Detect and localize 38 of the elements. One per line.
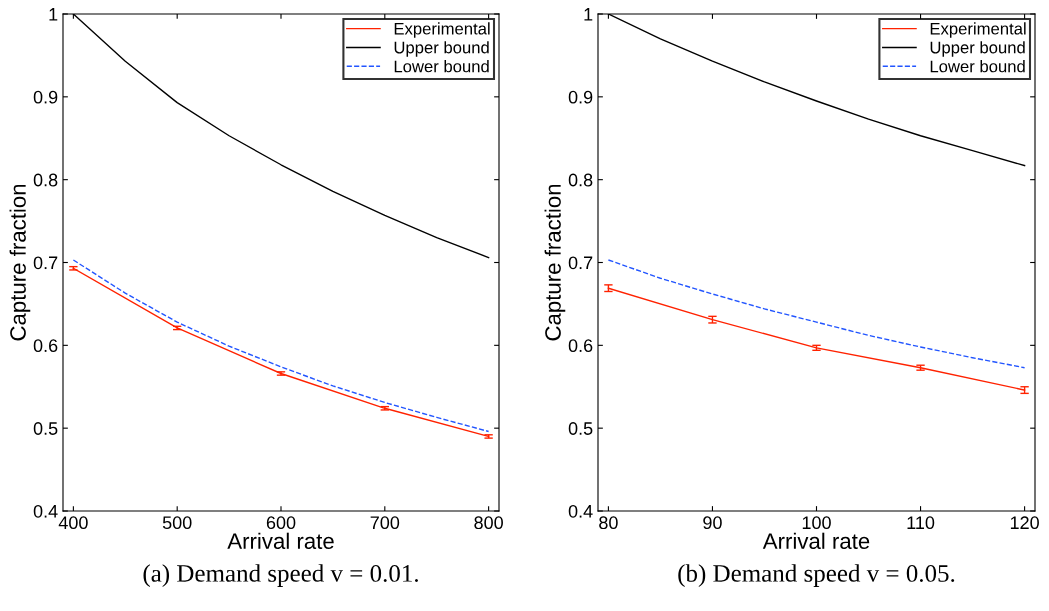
legend-label: Lower bound bbox=[930, 60, 1025, 73]
x-tick-label: 110 bbox=[907, 516, 935, 530]
legend-label: Lower bound bbox=[394, 60, 489, 73]
legend-label: Experimental bbox=[394, 22, 490, 38]
y-tick-label: 0.9 bbox=[568, 90, 593, 104]
x-tick-label: 100 bbox=[802, 516, 831, 530]
x-tick-label: 800 bbox=[474, 516, 503, 530]
y-tick-label: 0.8 bbox=[568, 173, 593, 187]
y-tick-label: 0.6 bbox=[33, 339, 58, 353]
x-tick-label: 120 bbox=[1010, 516, 1039, 530]
y-tick-label: 0.5 bbox=[33, 422, 58, 435]
legend-label: Experimental bbox=[930, 22, 1026, 38]
y-tick-label: 1 bbox=[584, 8, 593, 21]
text: (b) Demand speed v = 0.05. bbox=[678, 564, 955, 587]
text: (a) Demand speed v = 0.01. bbox=[143, 564, 418, 587]
y-tick-label: 0.4 bbox=[33, 504, 58, 518]
x-tick-label: 500 bbox=[162, 516, 192, 530]
x-tick-label: 600 bbox=[266, 516, 296, 530]
y-tick-label: 0.7 bbox=[568, 256, 593, 270]
legend-label: Upper bound bbox=[394, 41, 489, 57]
y-tick-label: 1 bbox=[49, 8, 58, 21]
x-axis-title: Arrival rate bbox=[227, 532, 334, 550]
line-series bbox=[607, 259, 1026, 369]
x-tick-label: 700 bbox=[370, 516, 400, 530]
y-axis-title: Capture fraction bbox=[544, 184, 566, 341]
x-axis-title: Arrival rate bbox=[762, 532, 870, 550]
y-axis-title: Capture fraction bbox=[9, 184, 31, 341]
y-tick-label: 0.8 bbox=[33, 173, 58, 187]
x-tick-label: 80 bbox=[599, 516, 618, 530]
x-tick-label: 400 bbox=[58, 516, 88, 530]
line-series bbox=[607, 287, 1026, 391]
y-tick-label: 0.4 bbox=[568, 504, 593, 518]
y-tick-label: 0.5 bbox=[568, 422, 593, 435]
y-tick-label: 0.7 bbox=[33, 256, 58, 270]
y-tick-label: 0.9 bbox=[33, 90, 58, 104]
legend-label: Upper bound bbox=[930, 41, 1025, 57]
y-tick-label: 0.6 bbox=[568, 339, 593, 353]
x-tick-label: 90 bbox=[703, 516, 722, 530]
